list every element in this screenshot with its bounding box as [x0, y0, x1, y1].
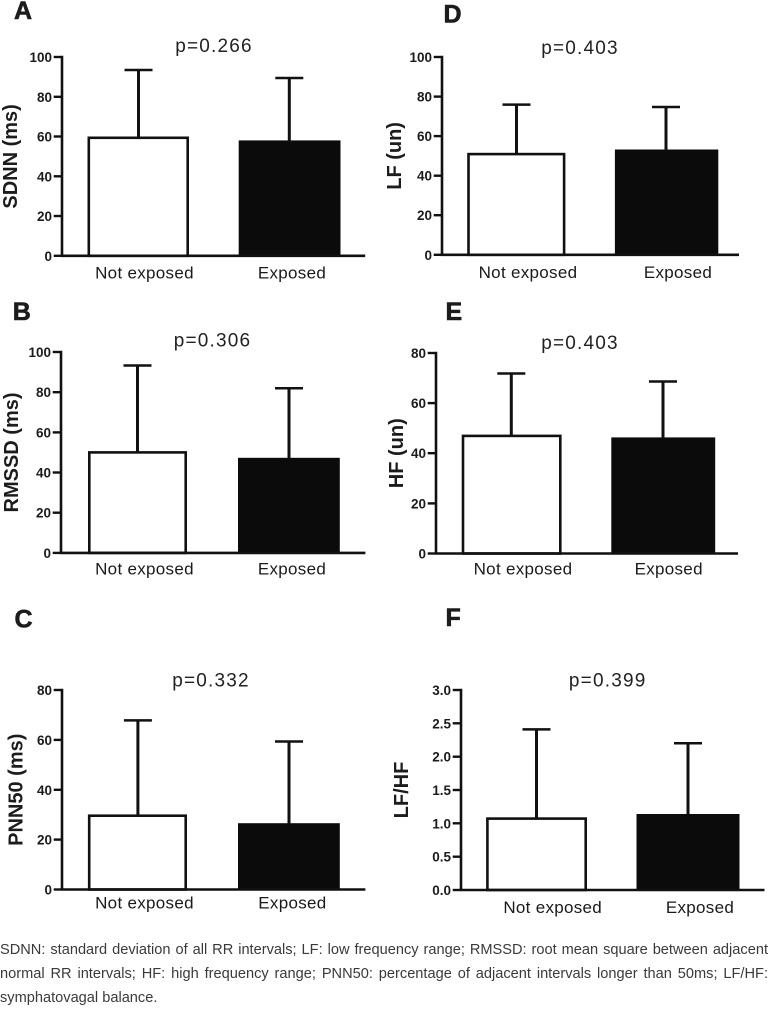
svg-text:Not exposed: Not exposed: [474, 560, 573, 579]
svg-text:Exposed: Exposed: [258, 264, 326, 283]
svg-text:20: 20: [37, 209, 52, 224]
svg-text:80: 80: [417, 90, 432, 105]
svg-text:p=0.306: p=0.306: [174, 331, 252, 352]
svg-text:p=0.399: p=0.399: [569, 670, 647, 691]
svg-text:Not exposed: Not exposed: [503, 898, 602, 917]
svg-text:0: 0: [44, 249, 52, 264]
svg-text:2.5: 2.5: [432, 716, 451, 731]
svg-text:p=0.403: p=0.403: [541, 38, 619, 59]
svg-text:0.0: 0.0: [432, 883, 451, 898]
svg-text:40: 40: [37, 169, 52, 184]
svg-text:60: 60: [37, 130, 52, 145]
svg-text:2.0: 2.0: [432, 750, 451, 765]
svg-text:100: 100: [409, 50, 432, 65]
svg-text:20: 20: [36, 506, 51, 521]
svg-text:PNN50 (ms): PNN50 (ms): [6, 734, 28, 846]
svg-text:RMSSD (ms): RMSSD (ms): [1, 392, 23, 512]
svg-text:60: 60: [417, 129, 432, 144]
svg-text:Not exposed: Not exposed: [95, 894, 194, 913]
svg-text:Not exposed: Not exposed: [95, 264, 194, 283]
svg-text:p=0.403: p=0.403: [541, 333, 619, 354]
svg-text:0: 0: [418, 547, 426, 562]
svg-text:60: 60: [37, 733, 52, 748]
svg-text:E: E: [446, 298, 463, 326]
svg-text:HF (un): HF (un): [386, 418, 408, 488]
svg-text:20: 20: [411, 496, 426, 511]
svg-text:3.0: 3.0: [432, 683, 451, 698]
svg-text:F: F: [446, 604, 461, 632]
svg-text:60: 60: [411, 396, 426, 411]
svg-text:20: 20: [417, 208, 432, 223]
svg-text:p=0.266: p=0.266: [175, 36, 253, 57]
svg-text:0: 0: [424, 248, 432, 263]
svg-text:SDNN (ms): SDNN (ms): [0, 104, 22, 208]
svg-text:40: 40: [411, 446, 426, 461]
svg-text:Exposed: Exposed: [666, 898, 734, 917]
svg-text:1.0: 1.0: [432, 816, 451, 831]
svg-text:C: C: [15, 606, 33, 634]
svg-text:Not exposed: Not exposed: [479, 263, 578, 282]
svg-text:0.5: 0.5: [432, 850, 451, 865]
svg-text:80: 80: [37, 683, 52, 698]
svg-text:80: 80: [36, 385, 51, 400]
svg-text:40: 40: [417, 169, 432, 184]
svg-text:Exposed: Exposed: [258, 560, 326, 579]
svg-text:LF (un): LF (un): [384, 122, 406, 190]
svg-text:100: 100: [28, 345, 51, 360]
svg-text:B: B: [13, 298, 31, 326]
svg-text:Exposed: Exposed: [644, 263, 712, 282]
svg-text:p=0.332: p=0.332: [172, 670, 250, 691]
svg-text:1.5: 1.5: [432, 783, 451, 798]
svg-text:40: 40: [37, 783, 52, 798]
svg-text:LF/HF: LF/HF: [391, 762, 413, 819]
svg-text:0: 0: [43, 546, 51, 561]
svg-text:Exposed: Exposed: [258, 894, 326, 913]
svg-text:A: A: [14, 0, 32, 25]
svg-text:60: 60: [36, 425, 51, 440]
svg-text:D: D: [444, 1, 462, 29]
svg-text:0: 0: [44, 883, 52, 898]
svg-text:80: 80: [37, 90, 52, 105]
svg-text:Exposed: Exposed: [635, 560, 703, 579]
svg-text:80: 80: [411, 346, 426, 361]
svg-text:100: 100: [29, 50, 52, 65]
svg-text:20: 20: [37, 833, 52, 848]
svg-text:40: 40: [36, 466, 51, 481]
svg-text:Not exposed: Not exposed: [95, 560, 194, 579]
